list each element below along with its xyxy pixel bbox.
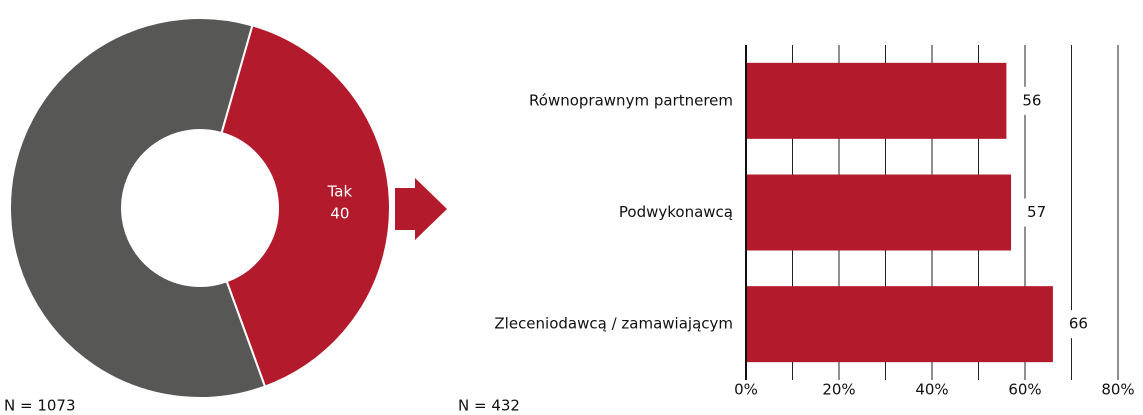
bar	[746, 62, 1007, 139]
note: N = 1073	[4, 397, 76, 415]
y-tick-label: Podwykonawcą	[619, 203, 733, 221]
x-tick-label: 80%	[1101, 381, 1134, 399]
value-label-bg	[1016, 86, 1053, 115]
value-label: 56	[1022, 91, 1041, 109]
note: N = 432	[458, 397, 520, 415]
y-tick-label: Zleceniodawcą / zamawiającym	[494, 315, 733, 333]
donut-slice	[9, 17, 267, 399]
bar	[746, 286, 1053, 363]
value-label: 57	[1027, 203, 1046, 221]
slice-label: Tak	[327, 183, 353, 201]
value-label-bg	[1062, 310, 1099, 339]
x-tick-label: 20%	[822, 381, 855, 399]
x-tick-label: 60%	[1008, 381, 1041, 399]
y-tick-label: Równoprawnym partnerem	[529, 91, 733, 109]
slice-value: 40	[330, 205, 349, 223]
x-tick-label: 40%	[915, 381, 948, 399]
value-label-bg	[1021, 198, 1058, 227]
donut-slice	[220, 24, 391, 388]
bar	[746, 174, 1012, 251]
arrow	[395, 178, 447, 240]
x-tick-label: 0%	[734, 381, 758, 399]
value-label: 66	[1069, 315, 1088, 333]
